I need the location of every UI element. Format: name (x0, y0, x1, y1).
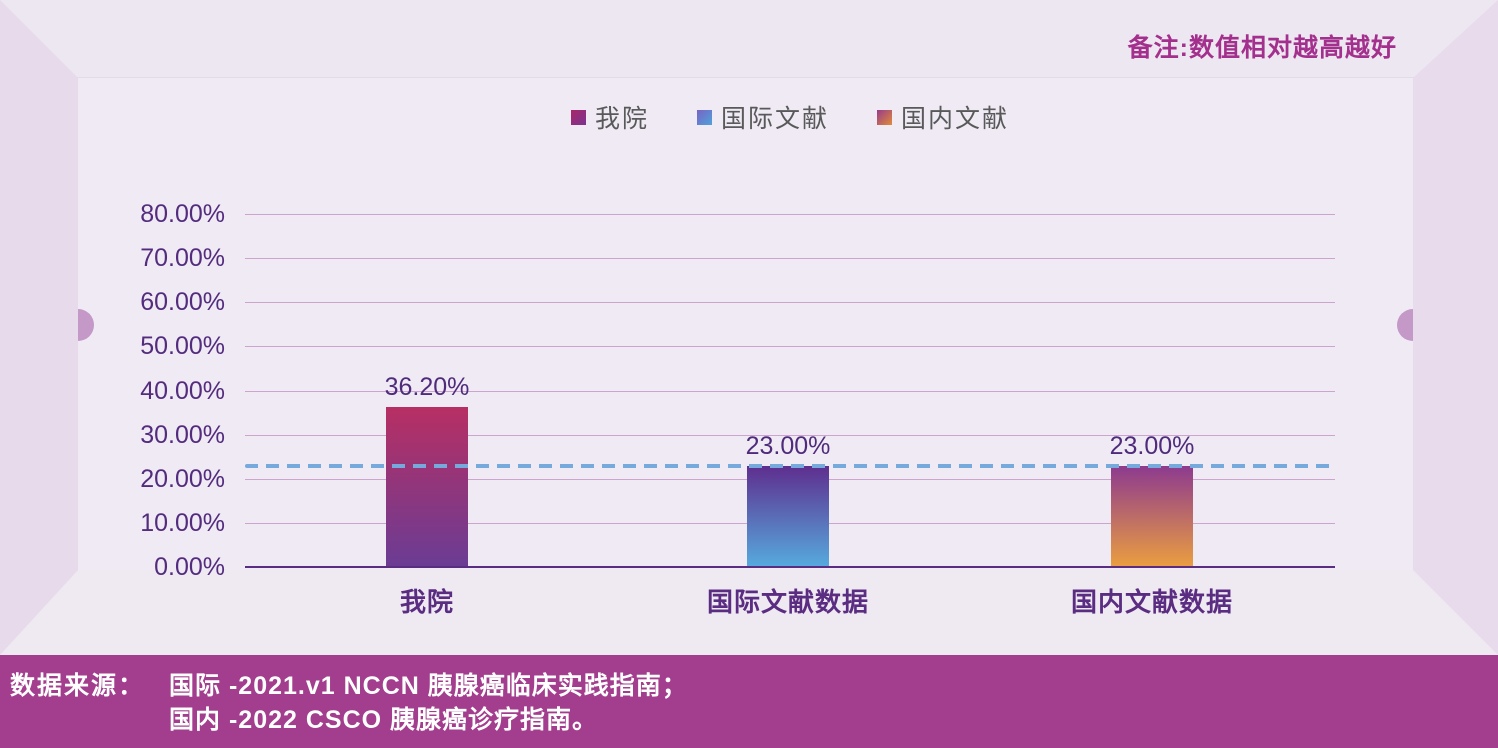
data-source-line-1: 国际 -2021.v1 NCCN 胰腺癌临床实践指南； (169, 672, 688, 700)
y-tick-label: 50.00% (140, 332, 225, 361)
gridline (245, 258, 1335, 260)
category-label: 国际文献数据 (706, 587, 869, 617)
note-text: 备注:数值相对越高越好 (1127, 34, 1397, 62)
y-tick-label: 70.00% (140, 244, 225, 273)
legend-swatch-icon (877, 109, 892, 125)
right-knob-decoration (1397, 309, 1413, 341)
gridline (245, 214, 1335, 215)
bar-0 (386, 407, 468, 566)
data-source-line-2: 国内 -2022 CSCO 胰腺癌诊疗指南。 (169, 706, 599, 734)
legend-swatch-icon (696, 109, 712, 125)
footer-bar: 数据来源： 国际 -2021.v1 NCCN 胰腺癌临床实践指南； 国内 -20… (0, 655, 1498, 748)
data-source-label: 数据来源： (10, 672, 146, 700)
frame-right-wall (1413, 0, 1498, 655)
frame-floor (0, 570, 1498, 655)
legend-item-0: 我院 (570, 99, 649, 135)
gridline (245, 302, 1335, 304)
reference-dashed-line (245, 463, 1335, 468)
y-tick-label: 30.00% (140, 420, 225, 449)
y-tick-label: 20.00% (140, 464, 225, 493)
gridline (245, 434, 1335, 436)
gridline (245, 346, 1335, 348)
chart-legend: 我院 国际文献 国内文献 (245, 100, 1335, 134)
bar-value-label: 23.00% (745, 431, 831, 460)
bar-value-label: 36.20% (384, 373, 470, 402)
y-tick-label: 40.00% (140, 376, 225, 405)
legend-label: 国际文献 (720, 105, 829, 133)
left-knob-decoration (78, 309, 94, 341)
legend-item-1: 国际文献 (696, 99, 829, 135)
x-axis-line (245, 566, 1335, 568)
legend-label: 国内文献 (901, 105, 1010, 133)
bar-value-label: 23.00% (1109, 431, 1195, 460)
y-tick-label: 0.00% (154, 553, 225, 581)
legend-label: 我院 (594, 105, 649, 133)
y-tick-label: 80.00% (140, 200, 225, 228)
frame-top-band (0, 0, 1498, 78)
y-tick-label: 60.00% (140, 288, 225, 317)
y-tick-label: 10.00% (140, 508, 225, 537)
bar-1 (747, 465, 829, 566)
legend-item-2: 国内文献 (877, 99, 1009, 135)
data-source-lines: 国际 -2021.v1 NCCN 胰腺癌临床实践指南； 国内 -2022 CSC… (169, 669, 688, 748)
gridline (245, 390, 1335, 392)
category-label: 我院 (399, 587, 454, 617)
category-label: 国内文献数据 (1070, 587, 1233, 617)
legend-swatch-icon (570, 109, 586, 125)
bar-2 (1111, 465, 1193, 566)
frame-left-wall (0, 0, 78, 655)
